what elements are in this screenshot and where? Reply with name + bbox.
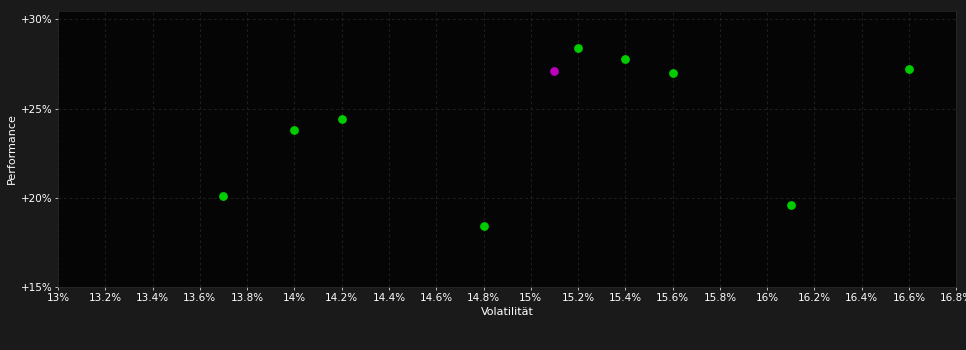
Y-axis label: Performance: Performance [7,113,16,184]
Point [901,66,917,72]
Point [783,202,799,208]
Point [215,193,231,199]
Point [287,127,302,133]
Point [617,56,633,62]
Point [334,117,350,122]
Point [665,70,680,76]
Point [476,224,492,229]
X-axis label: Volatilität: Volatilität [481,307,533,317]
Point [570,45,585,51]
Point [547,68,562,74]
